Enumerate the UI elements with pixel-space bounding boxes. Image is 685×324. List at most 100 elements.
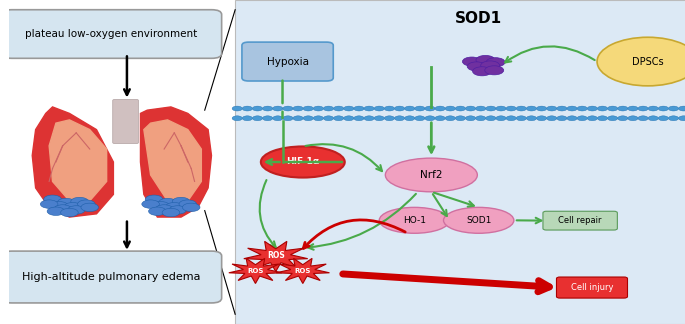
Circle shape [658,116,669,121]
Circle shape [81,203,99,212]
Circle shape [587,106,597,111]
Polygon shape [144,120,201,201]
Circle shape [445,106,456,111]
Circle shape [435,116,445,121]
Circle shape [232,106,242,111]
Circle shape [547,116,557,121]
Text: High-altitude pulmonary edema: High-altitude pulmonary edema [22,272,201,282]
Circle shape [466,116,475,121]
Circle shape [71,197,88,206]
Circle shape [283,106,293,111]
Circle shape [435,106,445,111]
Circle shape [638,116,648,121]
Circle shape [526,116,536,121]
Circle shape [179,200,197,208]
Circle shape [142,200,160,208]
Circle shape [557,116,567,121]
Circle shape [516,116,526,121]
Circle shape [557,106,567,111]
Circle shape [155,205,173,213]
Circle shape [481,61,499,70]
Polygon shape [229,258,282,284]
Text: HIF-1α: HIF-1α [286,157,319,167]
Circle shape [467,62,486,71]
Circle shape [496,106,506,111]
Circle shape [395,116,405,121]
Circle shape [64,202,82,211]
Circle shape [51,202,68,210]
Circle shape [485,66,503,75]
Circle shape [638,106,648,111]
Circle shape [473,67,492,76]
Circle shape [169,206,186,214]
Circle shape [567,116,577,121]
Circle shape [395,106,405,111]
Circle shape [536,106,547,111]
Circle shape [44,195,62,203]
Circle shape [374,106,384,111]
Circle shape [313,106,323,111]
Ellipse shape [386,158,477,192]
Text: HO-1: HO-1 [403,216,426,225]
Text: Cell repair: Cell repair [558,216,602,225]
Circle shape [486,106,496,111]
Polygon shape [244,241,308,272]
Circle shape [658,106,669,111]
Circle shape [425,116,435,121]
Circle shape [323,106,334,111]
Circle shape [323,116,334,121]
Circle shape [496,116,506,121]
Circle shape [303,116,313,121]
Circle shape [628,106,638,111]
Circle shape [466,106,475,111]
Circle shape [679,116,685,121]
Circle shape [476,55,495,64]
Circle shape [414,106,425,111]
Circle shape [669,106,679,111]
Circle shape [159,198,176,207]
Circle shape [516,106,526,111]
Ellipse shape [261,146,345,178]
Circle shape [567,106,577,111]
Circle shape [597,37,685,86]
Circle shape [47,207,64,215]
Circle shape [475,106,486,111]
Circle shape [475,116,486,121]
FancyBboxPatch shape [2,10,222,58]
FancyBboxPatch shape [543,211,617,230]
Circle shape [506,116,516,121]
Circle shape [182,203,200,212]
Circle shape [597,116,608,121]
Circle shape [273,106,283,111]
Circle shape [456,116,466,121]
Circle shape [597,106,608,111]
Circle shape [273,116,283,121]
Circle shape [364,106,374,111]
Circle shape [344,116,354,121]
Circle shape [293,106,303,111]
Circle shape [536,116,547,121]
Circle shape [648,106,658,111]
Circle shape [679,106,685,111]
Circle shape [232,116,242,121]
Circle shape [547,106,557,111]
Text: Nrf2: Nrf2 [420,170,443,180]
Circle shape [283,116,293,121]
Circle shape [486,116,496,121]
Circle shape [354,106,364,111]
Circle shape [58,198,75,207]
FancyBboxPatch shape [556,277,627,298]
Circle shape [334,116,344,121]
Circle shape [334,106,344,111]
Circle shape [252,106,262,111]
FancyBboxPatch shape [235,0,685,324]
Circle shape [384,106,395,111]
Ellipse shape [379,207,449,233]
Circle shape [172,197,190,206]
Circle shape [262,106,273,111]
Circle shape [608,116,618,121]
Circle shape [445,116,456,121]
Text: DPSCs: DPSCs [632,57,664,66]
Text: SOD1: SOD1 [455,11,502,26]
Circle shape [262,116,273,121]
